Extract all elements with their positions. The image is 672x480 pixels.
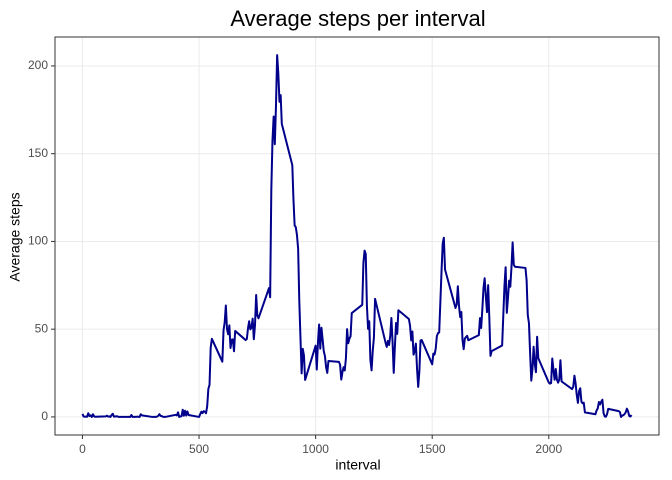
x-tick-label: 1000 [302,442,329,456]
y-tick-label: 50 [35,321,49,335]
x-tick-label: 2000 [535,442,562,456]
chart-title: Average steps per interval [230,6,485,31]
y-axis-label: Average steps [7,192,23,281]
y-tick-label: 0 [41,409,48,423]
panel-border [54,36,660,436]
x-tick-label: 0 [79,442,86,456]
x-tick-label: 500 [189,442,209,456]
x-axis-label: interval [335,457,380,473]
y-tick-label: 150 [28,146,48,160]
data-line [81,54,633,418]
x-tick-label: 1500 [419,442,446,456]
y-tick-label: 100 [28,234,48,248]
y-tick-label: 200 [28,58,48,72]
